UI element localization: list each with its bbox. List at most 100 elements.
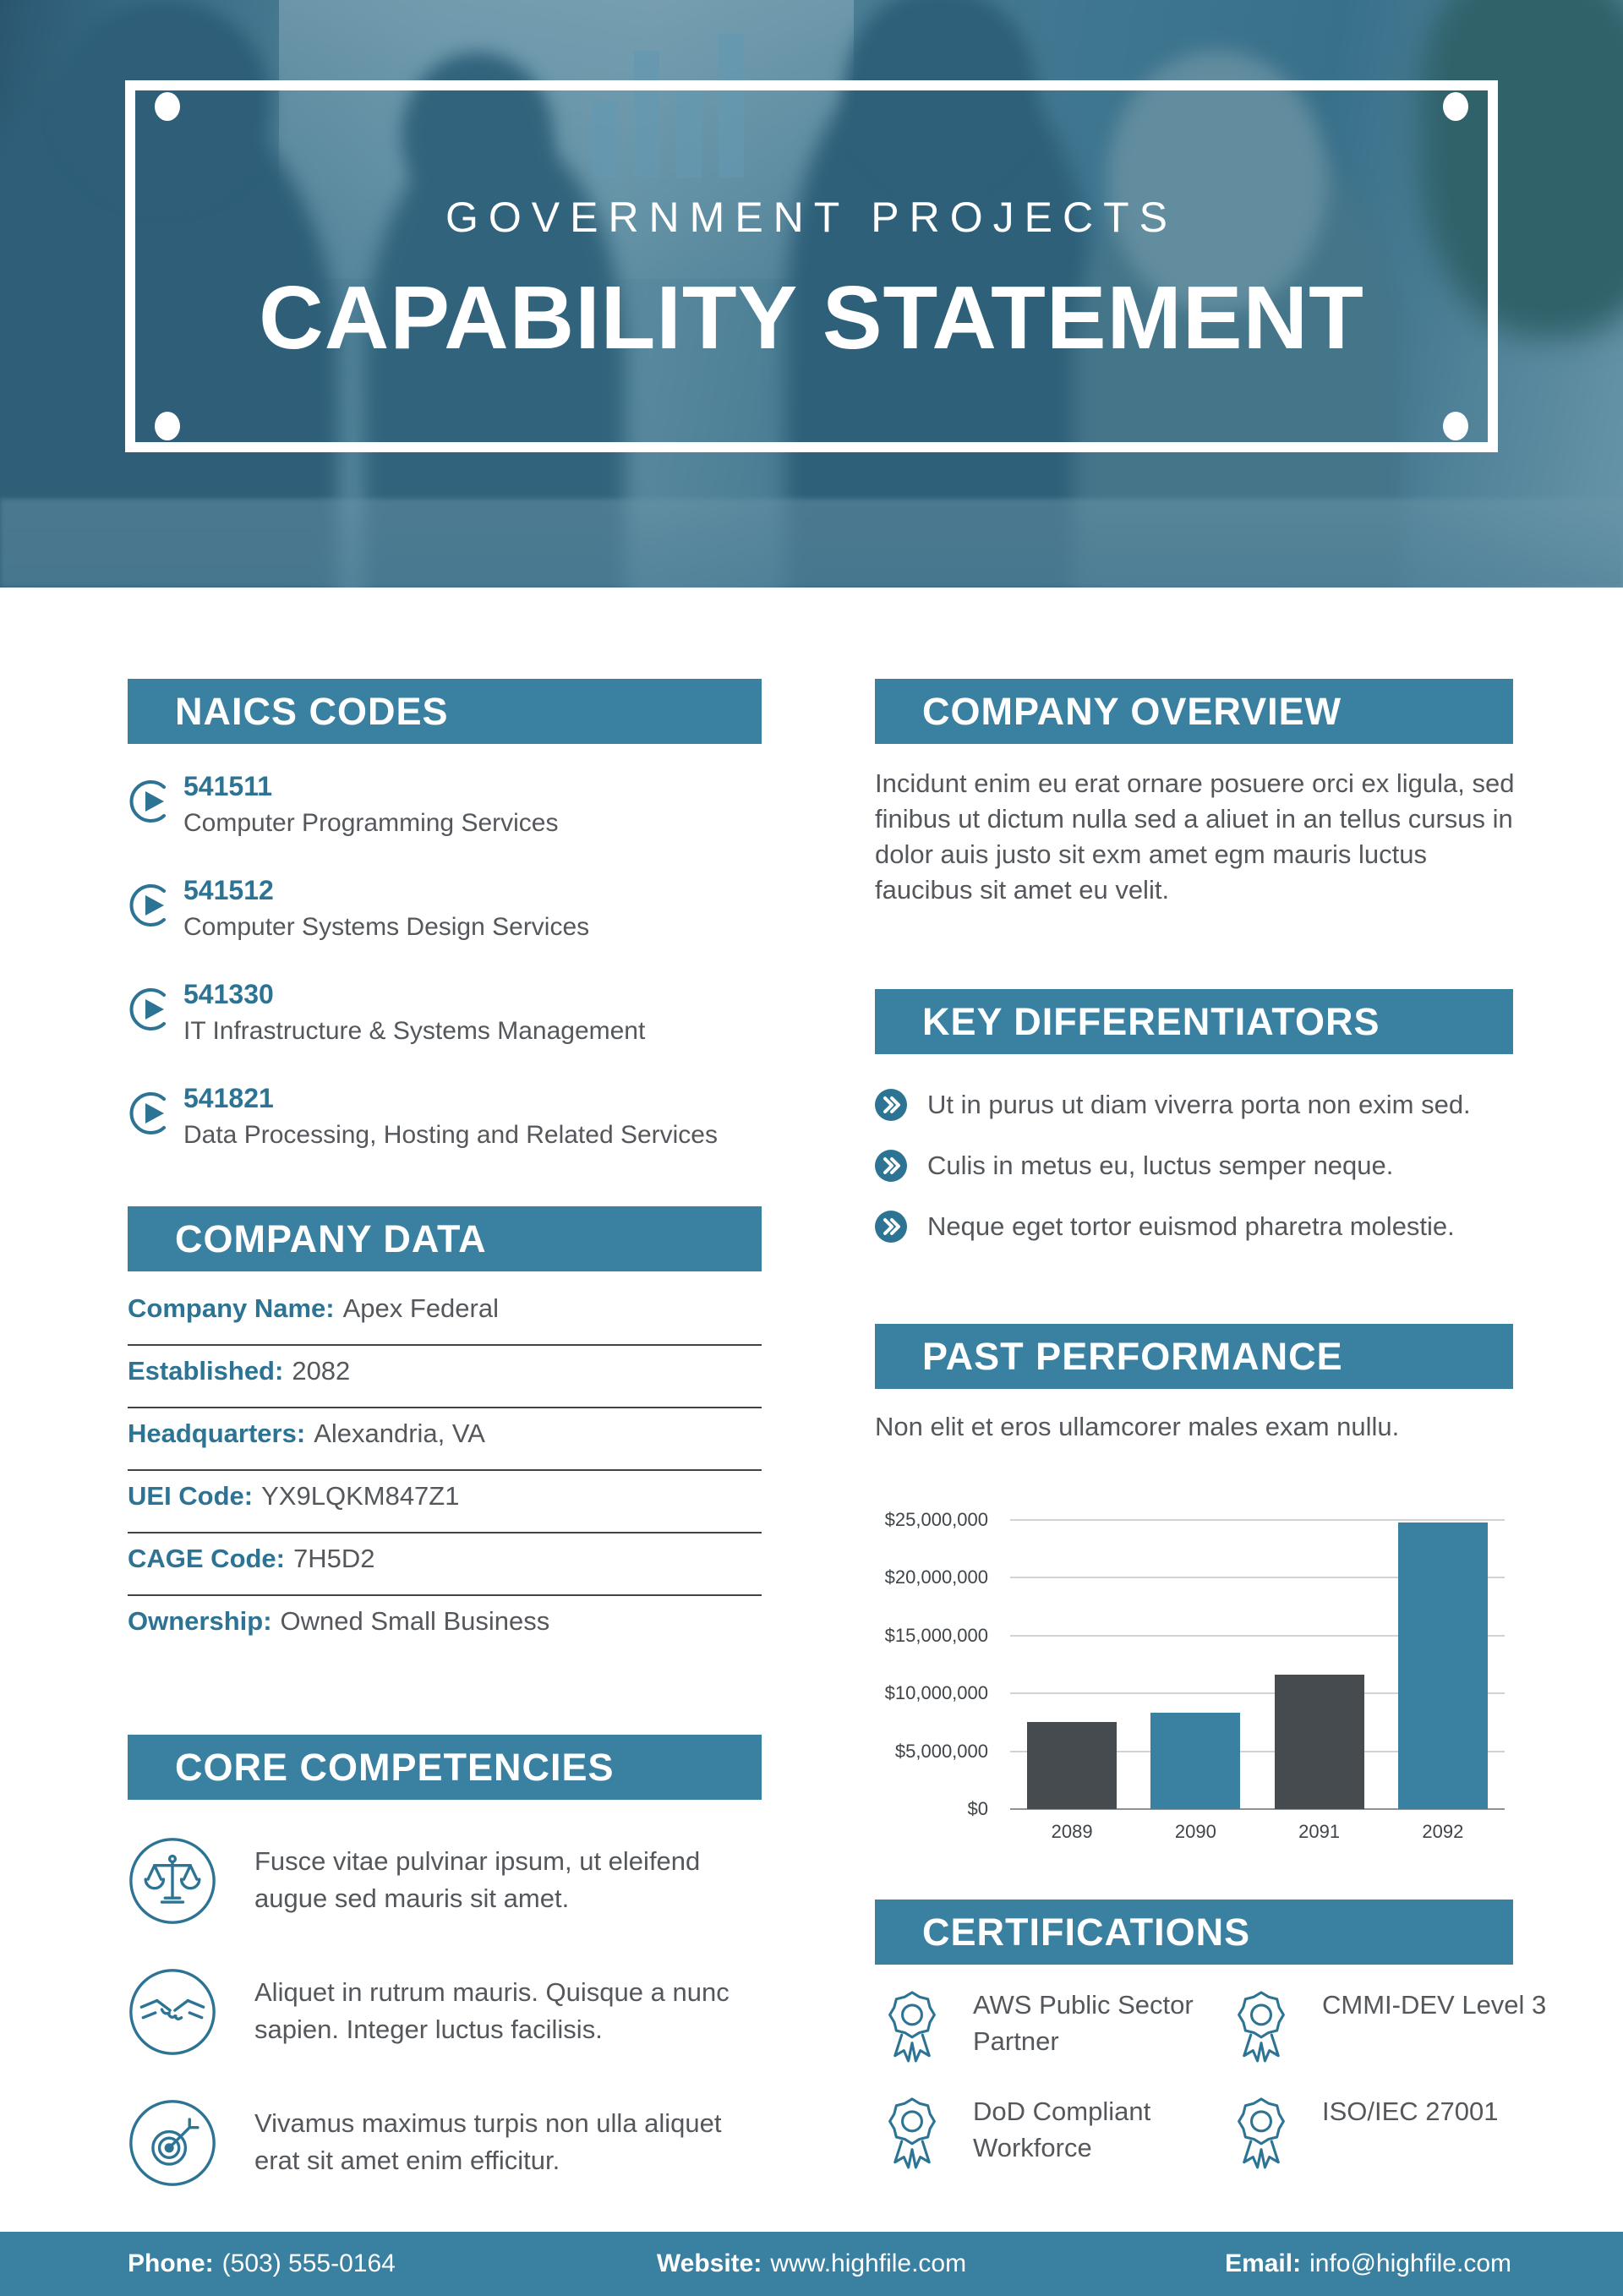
frame-screw-dot <box>1443 412 1468 440</box>
naics-name: Computer Programming Services <box>183 809 559 837</box>
website-value[interactable]: www.highfile.com <box>770 2250 967 2277</box>
section-title: KEY DIFFERENTIATORS <box>922 999 1380 1043</box>
company-data-row: Headquarters: Alexandria, VA <box>128 1408 762 1471</box>
field-value: Owned Small Business <box>280 1606 550 1636</box>
frame-screw-dot <box>155 92 180 121</box>
field-value: 7H5D2 <box>293 1544 375 1573</box>
chart-gridline <box>1010 1750 1505 1752</box>
circle-play-icon <box>128 882 175 929</box>
differentiator-text: Culis in metus eu, luctus semper neque. <box>927 1151 1394 1180</box>
hero-teal-overlay <box>0 0 1623 588</box>
section-title: CORE COMPETENCIES <box>175 1745 615 1789</box>
x-axis-tick-label: 2092 <box>1422 1821 1464 1842</box>
circle-play-icon <box>128 1090 175 1137</box>
past-performance-subtitle: Non elit et eros ullamcorer males exam n… <box>875 1412 1400 1441</box>
certification-item: CMMI-DEV Level 3 <box>1224 1983 1554 2063</box>
section-header-company-overview: COMPANY OVERVIEW <box>875 679 1513 744</box>
section-title: COMPANY OVERVIEW <box>922 689 1342 733</box>
company-data-row: UEI Code: YX9LQKM847Z1 <box>128 1471 762 1533</box>
naics-item: 541821 Data Processing, Hosting and Rela… <box>128 1083 762 1150</box>
frame-screw-dot <box>155 412 180 440</box>
phone-label: Phone: <box>128 2250 214 2277</box>
company-overview-text: Incidunt enim eu erat ornare posuere orc… <box>875 768 1515 905</box>
chart-gridline <box>1010 1692 1505 1695</box>
chart-gridline <box>1010 1519 1505 1521</box>
double-chevron-icon <box>875 1211 907 1243</box>
ribbon-badge-icon <box>875 1983 949 2069</box>
naics-code: 541512 <box>183 875 274 905</box>
differentiator-text: Ut in purus ut diam viverra porta non ex… <box>927 1090 1471 1119</box>
section-header-company-data: COMPANY DATA <box>128 1206 762 1271</box>
ribbon-badge-icon <box>1224 2090 1298 2176</box>
naics-item: 541512 Computer Systems Design Services <box>128 875 762 942</box>
footer-bar: Phone: (503) 555-0164 Website: www.highfil… <box>0 2232 1623 2296</box>
section-title: NAICS CODES <box>175 689 449 733</box>
circle-play-icon <box>128 986 175 1033</box>
bar-2090 <box>1150 1713 1241 1809</box>
section-title: CERTIFICATIONS <box>922 1910 1251 1954</box>
field-label: CAGE Code: <box>128 1544 285 1573</box>
y-axis-tick-label: $20,000,000 <box>884 1566 988 1588</box>
competency-text: Aliquet in rutrum mauris. Quisque a nunc… <box>254 1977 730 2044</box>
chart-plot <box>1010 1519 1505 1810</box>
section-header-key-differentiators: KEY DIFFERENTIATORS <box>875 989 1513 1054</box>
section-header-naics: NAICS CODES <box>128 679 762 744</box>
circle-play-icon <box>128 778 175 825</box>
differentiator-item: Culis in metus eu, luctus semper neque. <box>875 1150 1513 1182</box>
competency-text: Vivamus maximus turpis non ulla aliquet … <box>254 2108 722 2175</box>
website-label: Website: <box>656 2250 762 2277</box>
naics-name: Computer Systems Design Services <box>183 913 590 941</box>
x-axis-tick-label: 2090 <box>1174 1821 1216 1842</box>
bar-2089 <box>1027 1722 1118 1809</box>
certification-item: ISO/IEC 27001 <box>1224 2090 1554 2169</box>
y-axis-tick-label: $0 <box>967 1798 988 1819</box>
footer-phone: Phone: (503) 555-0164 <box>128 2250 396 2278</box>
competency-text: Fusce vitae pulvinar ipsum, ut eleifend … <box>254 1846 701 1913</box>
company-data-row: CAGE Code: 7H5D2 <box>128 1533 762 1596</box>
bar-2092 <box>1397 1522 1488 1809</box>
naics-code: 541821 <box>183 1083 274 1113</box>
certification-text: AWS Public Sector Partner <box>973 1990 1194 2056</box>
field-label: Established: <box>128 1356 284 1386</box>
scales-icon <box>128 1836 217 1926</box>
chart-gridline <box>1010 1808 1505 1810</box>
field-value: Alexandria, VA <box>314 1419 485 1448</box>
certification-text: ISO/IEC 27001 <box>1322 2096 1499 2126</box>
naics-item: 541330 IT Infrastructure & Systems Manag… <box>128 979 762 1046</box>
footer-website: Website: www.highfile.com <box>657 2250 966 2278</box>
certification-item: DoD Compliant Workforce <box>875 2090 1205 2169</box>
field-label: Headquarters: <box>128 1419 306 1448</box>
certification-text: DoD Compliant Workforce <box>973 2096 1151 2162</box>
chart-bars <box>1010 1520 1505 1809</box>
chart-gridline <box>1010 1634 1505 1637</box>
phone-value[interactable]: (503) 555-0164 <box>221 2250 396 2277</box>
field-label: Company Name: <box>128 1293 335 1323</box>
field-label: Ownership: <box>128 1606 272 1636</box>
ribbon-badge-icon <box>1224 1983 1298 2069</box>
x-axis-tick-label: 2091 <box>1298 1821 1341 1842</box>
certification-text: CMMI-DEV Level 3 <box>1322 1990 1547 2020</box>
chart-gridline <box>1010 1577 1505 1579</box>
y-axis-tick-label: $15,000,000 <box>884 1624 988 1646</box>
naics-code: 541330 <box>183 979 274 1009</box>
section-title: COMPANY DATA <box>175 1216 487 1260</box>
y-axis-tick-label: $5,000,000 <box>894 1740 988 1762</box>
frame-screw-dot <box>1443 92 1468 121</box>
hero-photo: GOVERNMENT PROJECTS CAPABILITY STATEMENT <box>0 0 1623 588</box>
company-data-row: Ownership: Owned Small Business <box>128 1596 762 1659</box>
target-icon <box>128 2098 217 2188</box>
hero-title-frame <box>125 80 1498 452</box>
revenue-bar-chart: $0 $5,000,000 $10,000,000 $15,000,000 $20,00… <box>875 1506 1513 1870</box>
hero-kicker: GOVERNMENT PROJECTS <box>445 194 1178 241</box>
differentiator-text: Neque eget tortor euismod pharetra moles… <box>927 1211 1455 1241</box>
y-axis-tick-label: $10,000,000 <box>884 1682 988 1704</box>
email-label: Email: <box>1225 2250 1302 2277</box>
differentiator-item: Ut in purus ut diam viverra porta non ex… <box>875 1089 1513 1121</box>
field-value: YX9LQKM847Z1 <box>261 1481 460 1511</box>
email-value[interactable]: info@highfile.com <box>1309 2250 1511 2277</box>
section-header-core-competencies: CORE COMPETENCIES <box>128 1735 762 1800</box>
naics-item: 541511 Computer Programming Services <box>128 771 762 838</box>
naics-name: IT Infrastructure & Systems Management <box>183 1017 646 1045</box>
section-header-certifications: CERTIFICATIONS <box>875 1900 1513 1965</box>
field-label: UEI Code: <box>128 1481 254 1511</box>
